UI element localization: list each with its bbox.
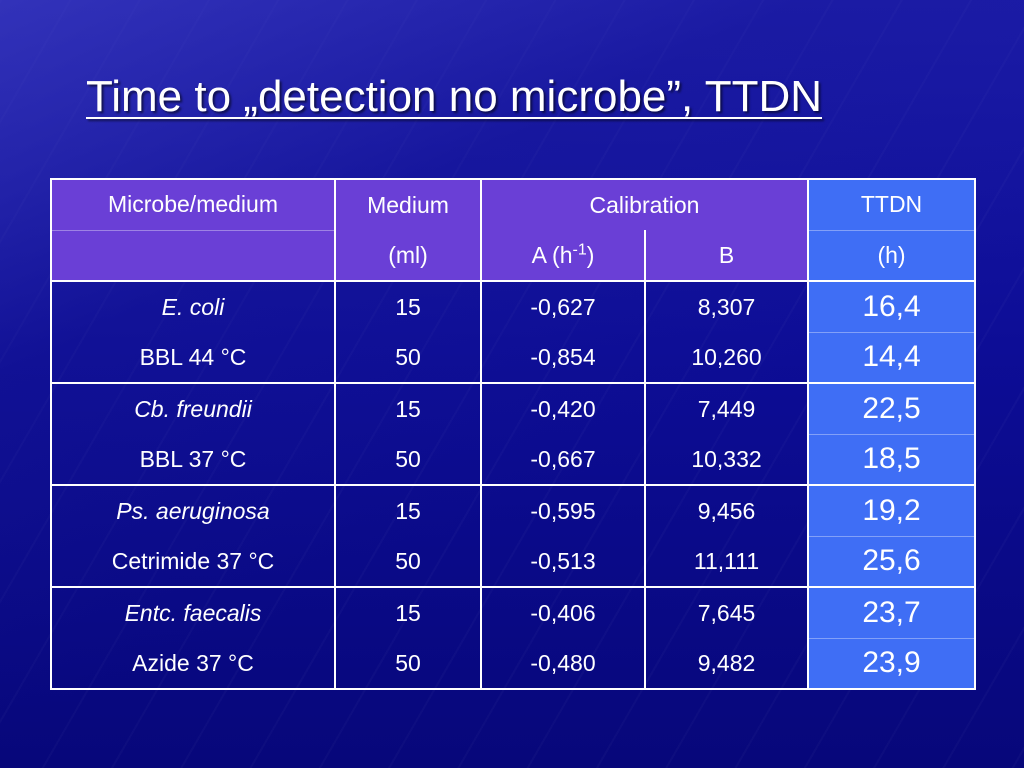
medium-volume: 15 [335, 586, 482, 638]
header-ttdn-unit: (h) [807, 229, 977, 282]
calibration-a: -0,627 [481, 280, 646, 332]
table-row: Azide 37 °C 50 -0,480 9,482 23,9 [50, 637, 977, 690]
medium-volume: 50 [335, 638, 482, 690]
ttdn-value: 19,2 [807, 484, 977, 536]
organism-name: Entc. faecalis [50, 586, 336, 638]
ttdn-table: Microbe/medium Medium Calibration TTDN (… [50, 178, 977, 690]
calibration-a: -0,406 [481, 586, 646, 638]
calibration-b: 8,307 [645, 280, 809, 332]
medium-volume: 50 [335, 536, 482, 588]
ttdn-value: 23,7 [807, 586, 977, 638]
table-row: Cb. freundii 15 -0,420 7,449 22,5 [50, 382, 977, 434]
header-a-superscript: -1 [572, 240, 587, 258]
header-a-close: ) [586, 241, 595, 268]
medium-volume: 15 [335, 484, 482, 536]
slide-title: Time to „detection no microbe”, TTDN [86, 72, 823, 121]
calibration-a: -0,595 [481, 484, 646, 536]
ttdn-value: 23,9 [807, 637, 977, 690]
table-row: Ps. aeruginosa 15 -0,595 9,456 19,2 [50, 484, 977, 536]
header-calibration-a: A (h-1) [481, 230, 646, 282]
calibration-b: 10,332 [645, 434, 809, 486]
ttdn-value: 16,4 [807, 280, 977, 332]
medium-volume: 50 [335, 332, 482, 384]
calibration-b: 7,645 [645, 586, 809, 638]
calibration-a: -0,480 [481, 638, 646, 690]
culture-medium: Cetrimide 37 °C [50, 536, 336, 588]
table-body: E. coli 15 -0,627 8,307 16,4 BBL 44 °C 50 -0,85… [50, 280, 977, 690]
medium-volume: 15 [335, 280, 482, 332]
calibration-b: 9,456 [645, 484, 809, 536]
organism-name: Ps. aeruginosa [50, 484, 336, 536]
calibration-b: 10,260 [645, 332, 809, 384]
header-ttdn: TTDN [807, 178, 977, 230]
culture-medium: BBL 37 °C [50, 434, 336, 486]
table-row: BBL 44 °C 50 -0,854 10,260 14,4 [50, 331, 977, 384]
header-row-2: (ml) A (h-1) B (h) [50, 229, 977, 282]
header-medium-unit: (ml) [335, 230, 482, 282]
calibration-a: -0,513 [481, 536, 646, 588]
culture-medium: BBL 44 °C [50, 332, 336, 384]
header-medium: Medium [335, 178, 482, 230]
calibration-a: -0,420 [481, 382, 646, 434]
table-row: Cetrimide 37 °C 50 -0,513 11,111 25,6 [50, 535, 977, 588]
organism-name: Cb. freundii [50, 382, 336, 434]
medium-volume: 50 [335, 434, 482, 486]
calibration-b: 9,482 [645, 638, 809, 690]
header-calibration-b: B [645, 230, 809, 282]
calibration-a: -0,854 [481, 332, 646, 384]
table-row: E. coli 15 -0,627 8,307 16,4 [50, 280, 977, 332]
calibration-a: -0,667 [481, 434, 646, 486]
medium-volume: 15 [335, 382, 482, 434]
ttdn-value: 18,5 [807, 433, 977, 486]
ttdn-value: 25,6 [807, 535, 977, 588]
calibration-b: 7,449 [645, 382, 809, 434]
ttdn-value: 22,5 [807, 382, 977, 434]
calibration-b: 11,111 [645, 536, 809, 588]
header-microbe-blank [50, 229, 336, 282]
table-row: BBL 37 °C 50 -0,667 10,332 18,5 [50, 433, 977, 486]
header-calibration: Calibration [481, 178, 809, 230]
culture-medium: Azide 37 °C [50, 638, 336, 690]
organism-name: E. coli [50, 280, 336, 332]
header-a-label: A (h [531, 241, 573, 268]
table-row: Entc. faecalis 15 -0,406 7,645 23,7 [50, 586, 977, 638]
header-microbe-medium: Microbe/medium [50, 178, 336, 230]
ttdn-value: 14,4 [807, 331, 977, 384]
header-row-1: Microbe/medium Medium Calibration TTDN [50, 178, 977, 230]
